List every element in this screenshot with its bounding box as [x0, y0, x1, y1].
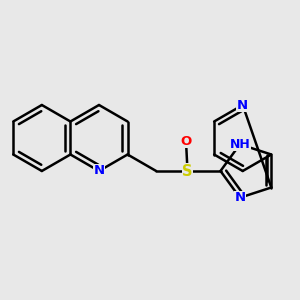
Text: O: O [180, 135, 192, 148]
Text: N: N [93, 164, 105, 178]
Text: S: S [182, 164, 193, 178]
Text: N: N [234, 191, 245, 204]
Text: N: N [237, 98, 248, 112]
Text: NH: NH [230, 138, 250, 151]
